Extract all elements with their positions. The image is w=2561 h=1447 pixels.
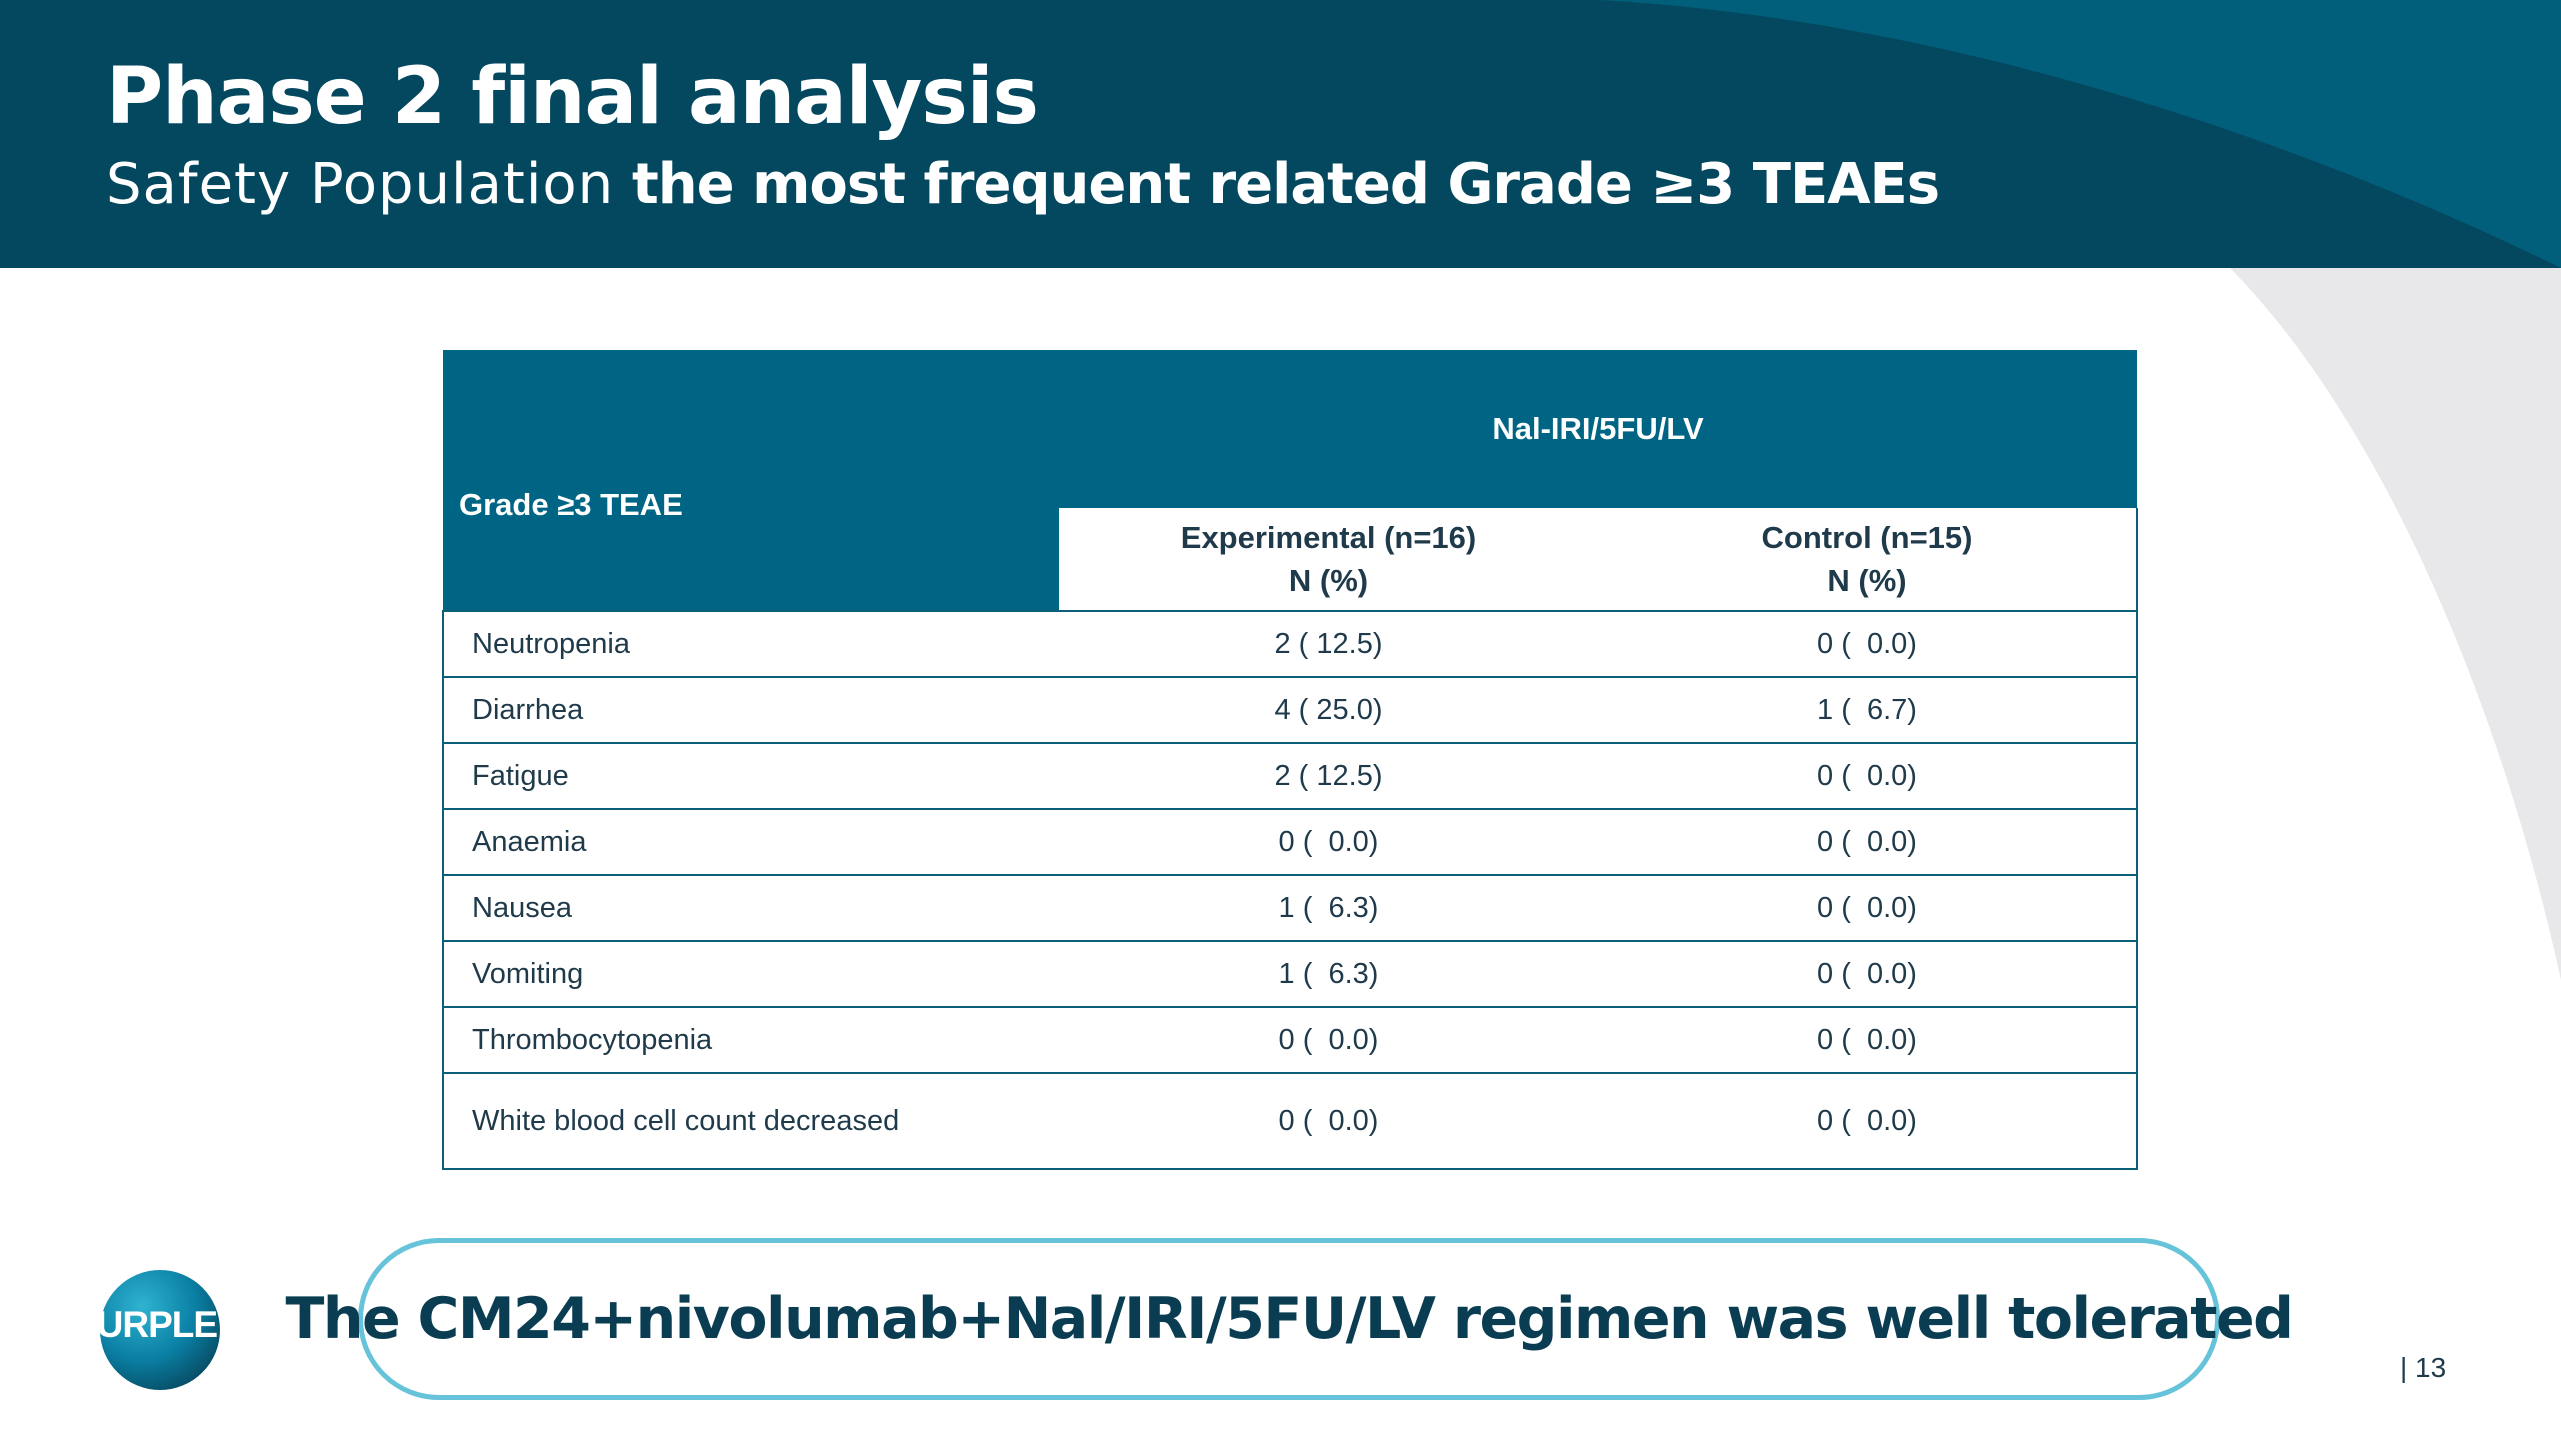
table-row: Diarrhea 4 ( 25.0) 1 ( 6.7) [442, 677, 2138, 743]
table-header-row-1: Grade ≥3 TEAE Nal-IRI/5FU/LV [443, 350, 2137, 611]
column-header-control: Control (n=15) N (%) [1598, 508, 2138, 611]
column-header-control-line2: N (%) [1827, 563, 1907, 598]
experimental-value: 4 ( 25.0) [1274, 693, 1383, 726]
row-header-label: Grade ≥3 TEAE [443, 350, 1059, 611]
table-row: Nausea 1 ( 6.3) 0 ( 0.0) [442, 875, 2138, 941]
teae-table: Grade ≥3 TEAE Nal-IRI/5FU/LV Experimenta… [442, 350, 2138, 1170]
conclusion-callout: The CM24+nivolumab+Nal/IRI/5FU/LV regime… [286, 1238, 2294, 1400]
control-value: 0 ( 0.0) [1598, 941, 2138, 1007]
row-label: Anaemia [442, 809, 1059, 875]
purple-logo: PURPLE [70, 1268, 220, 1392]
table-row: White blood cell count decreased 0 ( 0.0… [442, 1073, 2138, 1169]
column-header-experimental: Experimental (n=16) N (%) [1059, 508, 1598, 611]
experimental-value: 1 ( 6.3) [1278, 957, 1379, 990]
experimental-value: 0 ( 0.0) [1278, 825, 1379, 858]
row-label: Vomiting [442, 941, 1059, 1007]
experimental-value: 0 ( 0.0) [1278, 1104, 1379, 1137]
logo-wordmark: PURPLE [72, 1304, 218, 1345]
table-header-row-2: Experimental (n=16) N (%) Control (n=15)… [443, 508, 2138, 611]
experimental-value: 2 ( 12.5) [1274, 627, 1383, 660]
slide-subtitle: Safety Population the most frequent rela… [106, 152, 1940, 217]
row-label: Neutropenia [442, 611, 1059, 677]
table-row: Thrombocytopenia 0 ( 0.0) 0 ( 0.0) [442, 1007, 2138, 1073]
control-value: 0 ( 0.0) [1598, 743, 2138, 809]
table-row: Fatigue 2 ( 12.5) 0 ( 0.0) [442, 743, 2138, 809]
experimental-value: 1 ( 6.3) [1278, 891, 1379, 924]
control-value: 0 ( 0.0) [1598, 875, 2138, 941]
page-number: | 13 [2400, 1352, 2447, 1383]
row-label: Fatigue [442, 743, 1059, 809]
control-value: 0 ( 0.0) [1598, 1007, 2138, 1073]
control-value: 0 ( 0.0) [1598, 809, 2138, 875]
experimental-value: 0 ( 0.0) [1278, 1023, 1379, 1056]
slide-title: Phase 2 final analysis [106, 52, 1039, 142]
subtitle-bold: the most frequent related Grade ≥3 TEAEs [631, 152, 1940, 217]
experimental-value: 2 ( 12.5) [1274, 759, 1383, 792]
column-header-experimental-line1: Experimental (n=16) [1180, 520, 1477, 555]
conclusion-text: The CM24+nivolumab+Nal/IRI/5FU/LV regime… [285, 1286, 2294, 1352]
table-row: Anaemia 0 ( 0.0) 0 ( 0.0) [442, 809, 2138, 875]
background-grey-arc [2230, 268, 2561, 980]
table-row: Neutropenia 2 ( 12.5) 0 ( 0.0) [442, 611, 2138, 677]
column-header-control-line1: Control (n=15) [1761, 520, 1973, 555]
control-value: 0 ( 0.0) [1598, 611, 2138, 677]
subtitle-light: Safety Population [106, 152, 615, 217]
row-label: White blood cell count decreased [442, 1073, 1059, 1169]
header-highlight-arc [1600, 0, 2561, 268]
column-header-experimental-line2: N (%) [1288, 563, 1369, 598]
control-value: 0 ( 0.0) [1598, 1073, 2138, 1169]
group-header: Nal-IRI/5FU/LV [1059, 350, 2137, 508]
row-label: Nausea [442, 875, 1059, 941]
row-label: Diarrhea [442, 677, 1059, 743]
row-label: Thrombocytopenia [442, 1007, 1059, 1073]
control-value: 1 ( 6.7) [1598, 677, 2138, 743]
table-row: Vomiting 1 ( 6.3) 0 ( 0.0) [442, 941, 2138, 1007]
purple-logo-icon [100, 1270, 220, 1390]
